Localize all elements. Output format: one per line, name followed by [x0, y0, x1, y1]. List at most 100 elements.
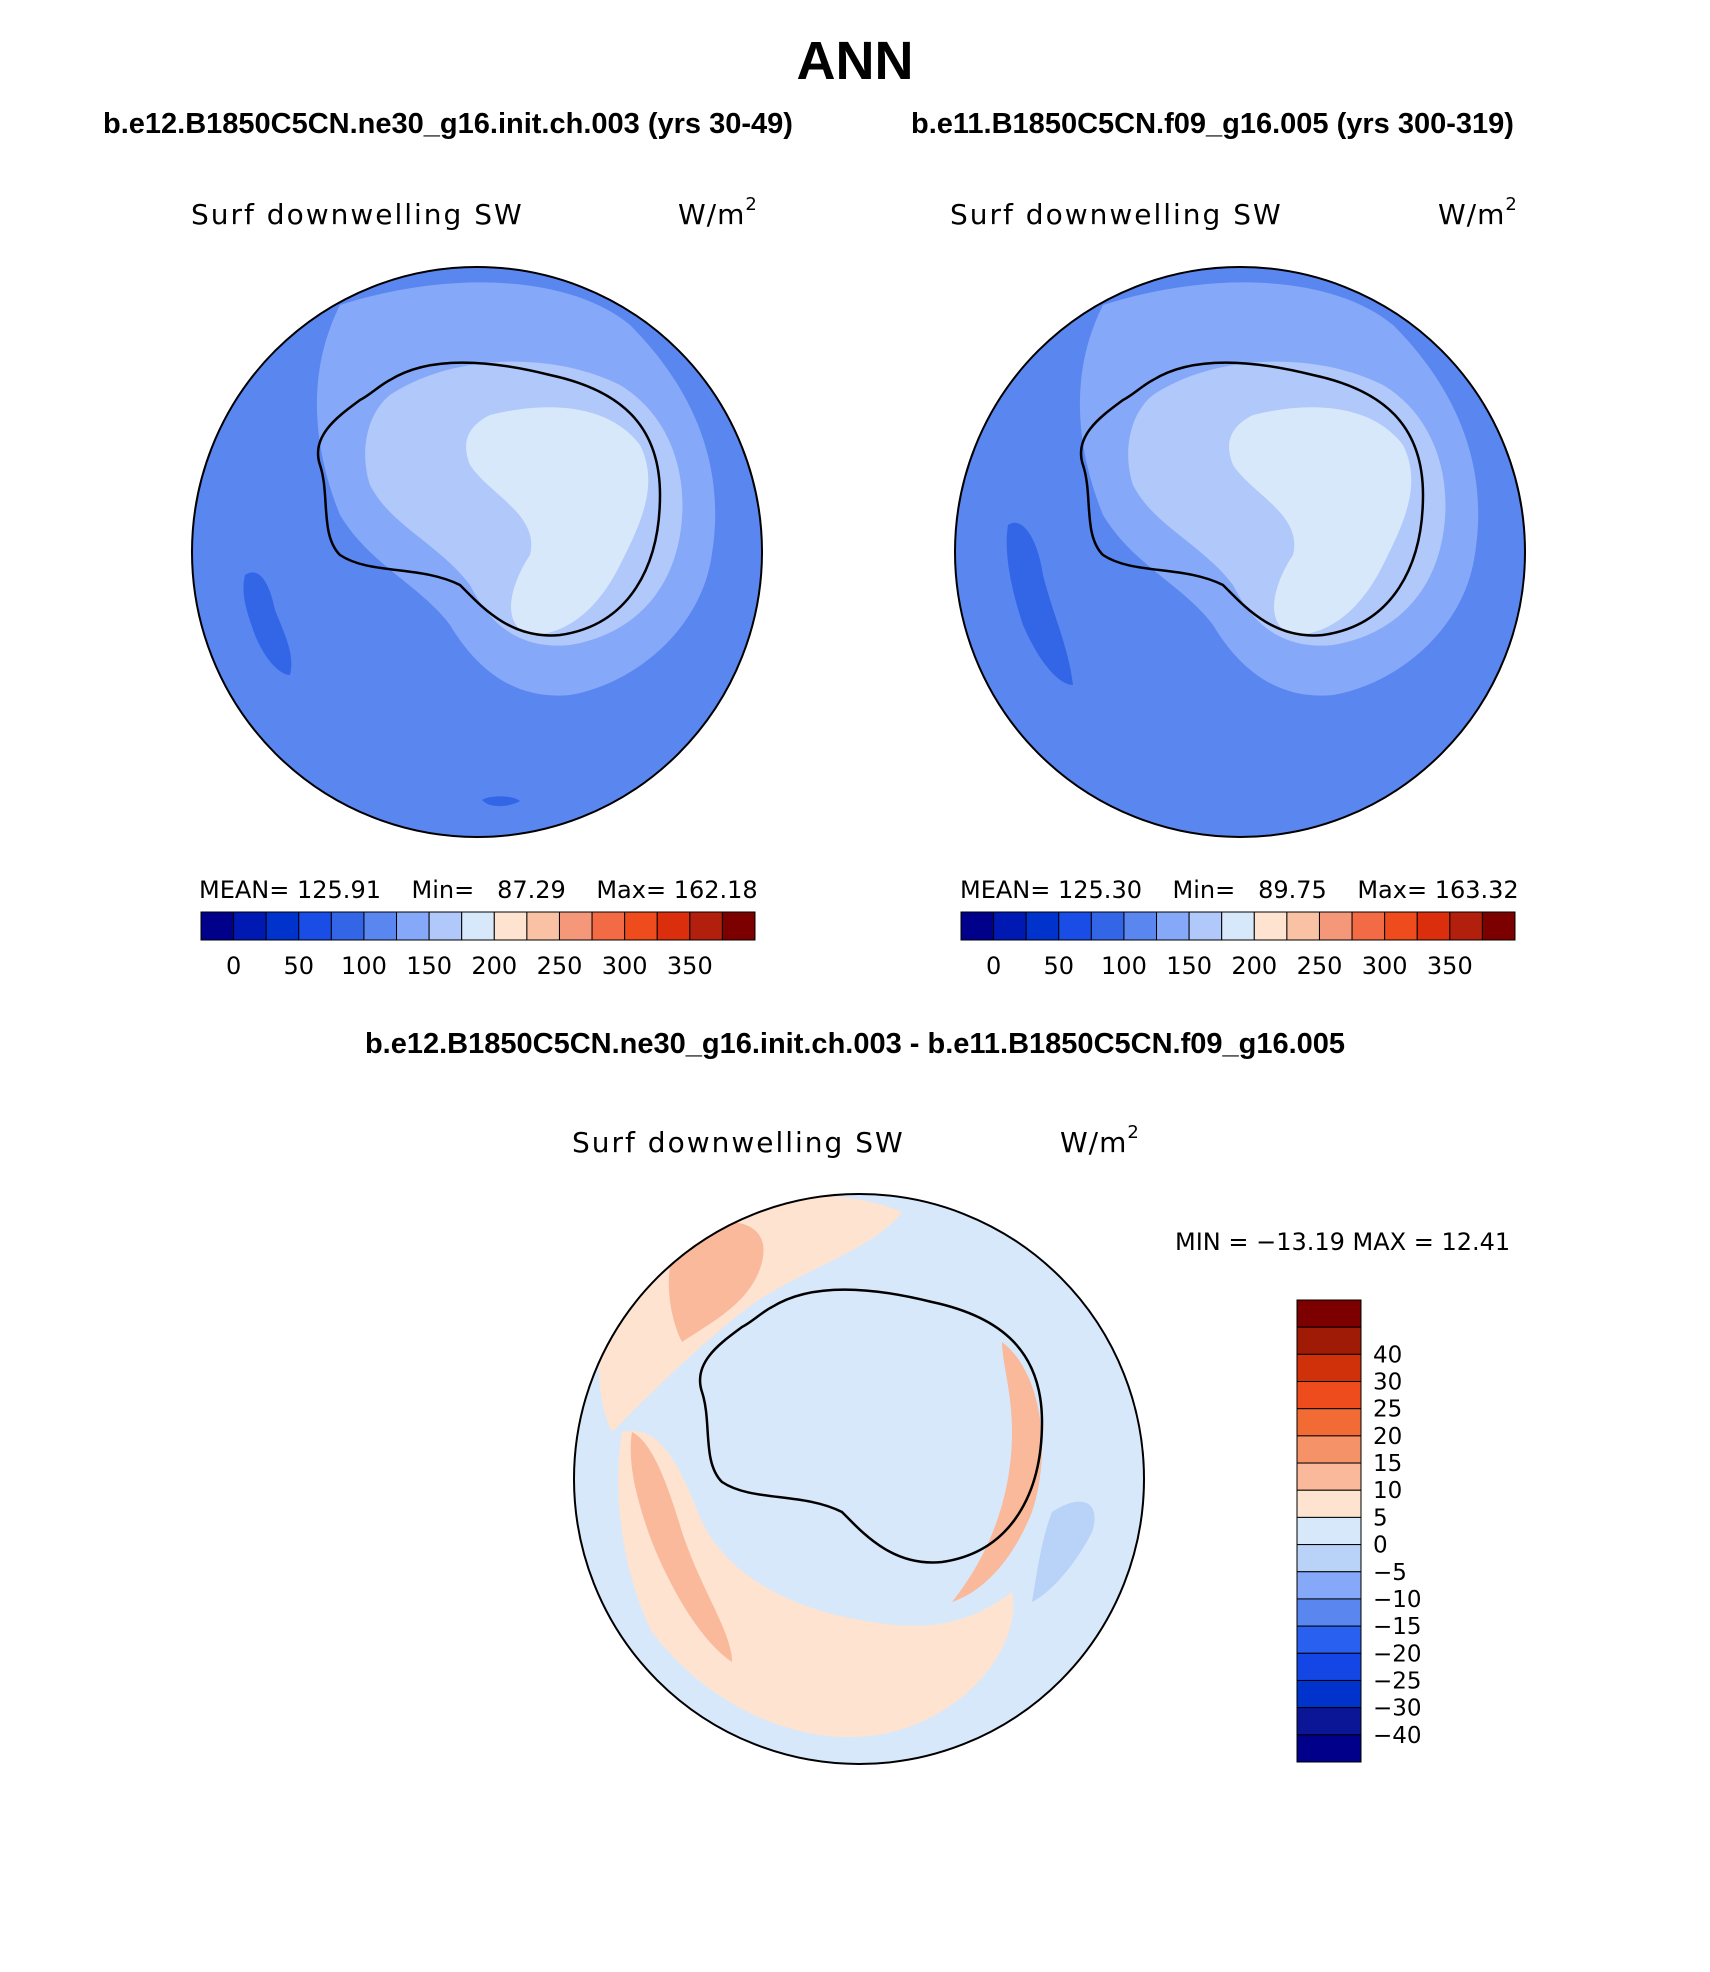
difference-map-positive-core-sw — [630, 1432, 732, 1662]
colorbar-tick-label: 350 — [1427, 952, 1473, 980]
colorbar-swatch — [624, 911, 658, 941]
right-panel-units: W/m2 — [1438, 194, 1518, 231]
colorbar-tick-label: 150 — [1166, 952, 1212, 980]
colorbar-swatch — [721, 911, 756, 941]
difference-map — [573, 1193, 1145, 1765]
difference-map-positive-region-sw — [618, 1430, 1014, 1738]
right-map — [954, 266, 1526, 838]
colorbar-swatch — [493, 911, 528, 941]
colorbar-swatch — [298, 911, 332, 941]
difference-map-antarctica-coastline — [698, 1288, 1044, 1564]
right-panel-stats: MEAN= 125.30 Min= 89.75 Max= 163.32 — [960, 876, 1519, 904]
left-map-low-patch — [243, 572, 292, 675]
colorbar-swatch — [1296, 1489, 1362, 1518]
right-map-antarctica-coastline — [1079, 361, 1425, 637]
left-map-low-spot — [482, 796, 520, 807]
colorbar-tick-label: 50 — [283, 952, 314, 980]
colorbar-swatch — [558, 911, 593, 941]
left-colorbar: 0 50 100 150 200 250 300 350 — [200, 911, 756, 980]
colorbar-swatch — [1296, 1353, 1362, 1383]
colorbar-swatch — [1351, 911, 1386, 941]
colorbar-swatch — [1296, 1435, 1362, 1464]
colorbar-swatch — [1058, 911, 1092, 941]
colorbar-swatch — [960, 911, 995, 941]
colorbar-swatch — [656, 911, 691, 941]
colorbar-tick-label: −10 — [1373, 1587, 1422, 1613]
difference-title: b.e12.B1850C5CN.ne30_g16.init.ch.003 - b… — [364, 1028, 1346, 1060]
colorbar-swatch — [200, 911, 235, 941]
colorbar-swatch — [1156, 911, 1190, 941]
colorbar-tick-label: 250 — [537, 952, 583, 980]
colorbar-swatch — [1296, 1734, 1362, 1763]
colorbar-swatch — [1296, 1679, 1362, 1709]
colorbar-tick-label: 150 — [406, 952, 452, 980]
difference-map-border — [573, 1193, 1145, 1765]
colorbar-tick-label: 0 — [986, 952, 1001, 980]
left-panel-stats: MEAN= 125.91 Min= 87.29 Max= 162.18 — [199, 876, 758, 904]
colorbar-swatch — [1025, 911, 1060, 941]
colorbar-tick-label: 25 — [1373, 1397, 1402, 1423]
left-panel-case-title: b.e12.B1850C5CN.ne30_g16.init.ch.003 (yr… — [103, 108, 793, 140]
colorbar-tick-label: 350 — [667, 952, 713, 980]
right-map-low-patch — [1006, 522, 1073, 685]
colorbar-swatch — [689, 911, 723, 941]
colorbar-swatch — [526, 911, 560, 941]
colorbar-swatch — [233, 911, 267, 941]
colorbar-tick-label: 30 — [1373, 1370, 1402, 1396]
colorbar-swatch — [1296, 1299, 1362, 1328]
colorbar-tick-label: 20 — [1373, 1424, 1402, 1450]
colorbar-tick-label: 100 — [341, 952, 387, 980]
colorbar-tick-label: 15 — [1373, 1451, 1402, 1477]
colorbar-tick-label: −20 — [1373, 1641, 1422, 1667]
colorbar-tick-label: 200 — [471, 952, 517, 980]
colorbar-swatch — [1296, 1326, 1362, 1355]
left-map-border — [191, 266, 763, 838]
colorbar-tick-label: 200 — [1231, 952, 1277, 980]
colorbar-tick-label: 300 — [1362, 952, 1408, 980]
difference-minmax: MIN = −13.19 MAX = 12.41 — [1175, 1228, 1511, 1256]
colorbar-tick-label: −5 — [1373, 1560, 1407, 1586]
left-panel-variable: Surf downwelling SW — [191, 198, 524, 231]
right-panel-variable: Surf downwelling SW — [950, 198, 1283, 231]
colorbar-swatch — [1296, 1462, 1362, 1491]
difference-variable: Surf downwelling SW — [572, 1126, 905, 1159]
colorbar-swatch — [1296, 1625, 1362, 1654]
colorbar-swatch — [461, 911, 495, 941]
colorbar-tick-label: 40 — [1373, 1342, 1402, 1368]
colorbar-tick-label: 300 — [602, 952, 648, 980]
colorbar-tick-label: 100 — [1101, 952, 1147, 980]
difference-map-positive-core-nw — [668, 1222, 764, 1342]
colorbar-swatch — [1296, 1571, 1362, 1600]
right-map-border — [954, 266, 1526, 838]
colorbar-swatch — [993, 911, 1027, 941]
colorbar-tick-label: 0 — [1373, 1533, 1388, 1559]
colorbar-swatch — [1296, 1707, 1362, 1736]
colorbar-tick-label: −30 — [1373, 1696, 1422, 1722]
colorbar-tick-label: 250 — [1297, 952, 1343, 980]
colorbar-swatch — [1449, 911, 1483, 941]
colorbar-swatch — [1286, 911, 1320, 941]
colorbar-tick-label: −25 — [1373, 1668, 1422, 1694]
colorbar-swatch — [1296, 1598, 1362, 1627]
colorbar-swatch — [1318, 911, 1353, 941]
colorbar-swatch — [1296, 1408, 1362, 1437]
colorbar-tick-label: −40 — [1373, 1723, 1422, 1749]
colorbar-swatch — [1416, 911, 1451, 941]
right-panel-case-title: b.e11.B1850C5CN.f09_g16.005 (yrs 300-319… — [911, 108, 1514, 140]
colorbar-swatch — [591, 911, 626, 941]
colorbar-swatch — [1123, 911, 1158, 941]
left-map-band-200 — [466, 407, 649, 635]
colorbar-swatch — [1296, 1381, 1362, 1410]
colorbar-swatch — [1296, 1516, 1362, 1546]
difference-map-negative-patch-east — [1032, 1501, 1095, 1602]
colorbar-swatch — [1221, 911, 1255, 941]
colorbar-swatch — [428, 911, 463, 941]
colorbar-swatch — [1481, 911, 1516, 941]
colorbar-swatch — [1296, 1652, 1362, 1681]
colorbar-swatch — [1188, 911, 1223, 941]
colorbar-swatch — [1253, 911, 1288, 941]
colorbar-swatch — [1296, 1544, 1362, 1573]
right-colorbar: 0 50 100 150 200 250 300 350 — [960, 911, 1516, 980]
right-map-band-200 — [1229, 407, 1412, 635]
